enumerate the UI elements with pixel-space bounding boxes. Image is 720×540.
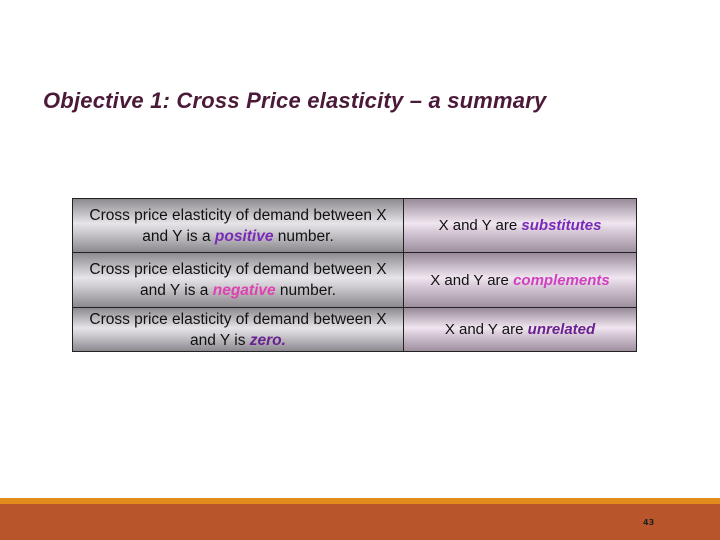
result-emphasis: complements (513, 271, 610, 289)
condition-cell: Cross price elasticity of demand between… (72, 252, 404, 308)
result-emphasis: substitutes (521, 217, 602, 234)
condition-emphasis: zero. (249, 331, 286, 349)
condition-text: Cross price elasticity of demand between… (89, 310, 387, 349)
condition-emphasis: negative (212, 282, 276, 299)
result-emphasis: unrelated (527, 321, 596, 338)
condition-cell: Cross price elasticity of demand between… (72, 307, 404, 352)
footer-stripe (0, 498, 720, 504)
condition-cell: Cross price elasticity of demand between… (72, 198, 404, 253)
page-number: 43 (643, 518, 655, 527)
table-row: Cross price elasticity of demand between… (72, 307, 637, 352)
result-cell: X and Y are unrelated (403, 307, 637, 352)
result-text: X and Y are (430, 271, 514, 289)
condition-suffix: number. (275, 282, 336, 299)
result-text: X and Y are (438, 217, 522, 234)
condition-text: Cross price elasticity of demand between… (89, 206, 387, 245)
result-cell: X and Y are complements (403, 252, 637, 308)
result-cell: X and Y are substitutes (403, 198, 637, 253)
condition-text: Cross price elasticity of demand between… (89, 261, 387, 299)
slide-title: Objective 1: Cross Price elasticity – a … (43, 88, 547, 113)
result-text: X and Y are (444, 321, 528, 338)
condition-emphasis: positive (214, 227, 274, 245)
condition-suffix: number. (273, 227, 334, 245)
table-row: Cross price elasticity of demand between… (72, 198, 637, 253)
table-row: Cross price elasticity of demand between… (72, 252, 637, 308)
footer-bar (0, 504, 720, 540)
summary-table: Cross price elasticity of demand between… (72, 198, 637, 352)
